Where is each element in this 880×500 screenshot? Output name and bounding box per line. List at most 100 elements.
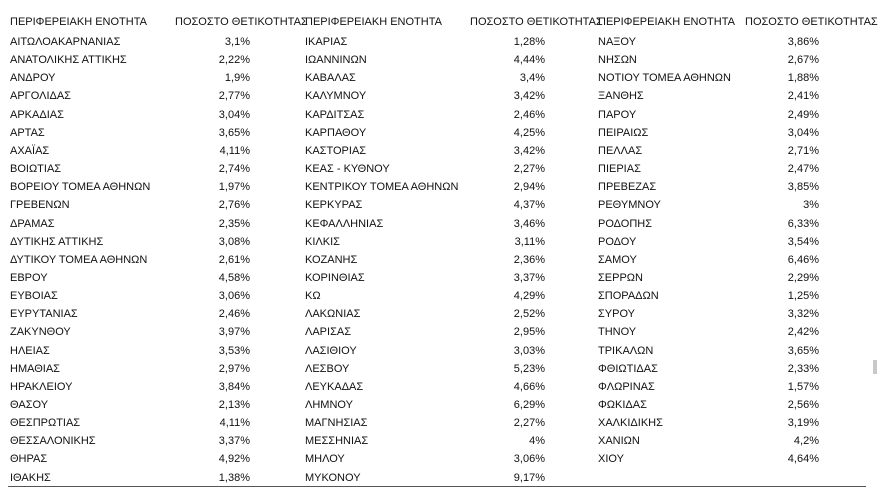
region-name: ΛΑΡΙΣΑΣ [305,326,352,339]
positivity-rate: 4,2% [793,435,819,448]
positivity-rate: 1,97% [218,181,250,194]
header-rate: ΠΟΣΟΣΤΟ ΘΕΤΙΚΟΤΗΤΑΣ [470,16,603,28]
region-name: ΖΑΚΥΝΘΟΥ [10,326,71,339]
positivity-rate: 1,28% [513,36,545,48]
positivity-rate: 2,52% [513,308,545,321]
header-region: ΠΕΡΙΦΕΡΕΙΑΚΗ ΕΝΟΤΗΤΑ [598,16,735,28]
positivity-rate: 2,29% [787,271,819,284]
region-name: ΤΗΝΟΥ [598,326,637,339]
positivity-rate: 3,42% [513,90,545,103]
region-name: ΡΟΔΟΥ [598,235,637,248]
positivity-rate: 4,29% [513,290,545,303]
positivity-rate: 4,11% [219,417,250,430]
region-name: ΣΑΜΟΥ [598,253,637,266]
header-region: ΠΕΡΙΦΕΡΕΙΑΚΗ ΕΝΟΤΗΤΑ [10,16,147,28]
region-name: ΗΡΑΚΛΕΙΟΥ [10,380,73,393]
positivity-rate: 1,9% [224,72,250,85]
positivity-rate: 1,57% [787,380,819,393]
region-name: ΜΑΓΝΗΣΙΑΣ [305,417,368,430]
region-name: ΧΑΛΚΙΔΙΚΗΣ [598,417,663,430]
region-name: ΚΩ [305,290,321,303]
region-name: ΓΡΕΒΕΝΩΝ [10,199,70,212]
region-name: ΣΕΡΡΩΝ [598,271,643,284]
region-name: ΔΥΤΙΚΟΥ ΤΟΜΕΑ ΑΘΗΝΩΝ [10,253,148,266]
region-name: ΣΠΟΡΑΔΩΝ [598,290,659,303]
positivity-rate: 4,92% [218,453,250,466]
region-name: ΛΗΜΝΟΥ [305,399,353,411]
positivity-rate: 2,35% [218,217,250,230]
positivity-rate: 2,47% [787,163,819,176]
positivity-rate: 9,17% [513,471,545,484]
positivity-rate: 2,74% [218,163,250,176]
region-name: ΘΑΣΟΥ [10,399,49,411]
region-name: ΚΑΡΔΙΤΣΑΣ [305,108,365,121]
region-name: ΝΑΞΟΥ [598,36,636,48]
positivity-rate: 2,94% [513,181,545,194]
region-name: ΚΕΑΣ - ΚΥΘΝΟΥ [305,163,390,176]
positivity-rate: 1,88% [787,72,819,85]
region-name: ΛΑΚΩΝΙΑΣ [305,308,361,321]
region-name: ΔΡΑΜΑΣ [10,217,55,230]
header-region: ΠΕΡΙΦΕΡΕΙΑΚΗ ΕΝΟΤΗΤΑ [305,16,442,28]
positivity-rate: 4% [529,435,545,448]
header-rate: ΠΟΣΟΣΤΟ ΘΕΤΙΚΟΤΗΤΑΣ [745,16,878,28]
region-name: ΤΡΙΚΑΛΩΝ [598,344,654,357]
positivity-rate: 3,65% [218,126,250,139]
positivity-rate: 6,29% [513,399,545,411]
region-name: ΛΑΣΙΘΙΟΥ [305,344,357,357]
region-name: ΛΕΣΒΟΥ [305,362,350,375]
region-name: ΞΑΝΘΗΣ [598,90,644,103]
positivity-rate: 3,06% [218,290,250,303]
positivity-rate: 2,95% [513,326,545,339]
positivity-rate: 6,33% [787,217,819,230]
region-name: ΡΕΘΥΜΝΟΥ [598,199,661,212]
region-name: ΡΟΔΟΠΗΣ [598,217,653,230]
positivity-rate: 3,4% [519,72,545,85]
region-name: ΠΑΡΟΥ [598,108,637,121]
region-name: ΜΥΚΟΝΟΥ [305,471,361,484]
region-name: ΣΥΡΟΥ [598,308,636,321]
region-name: ΜΕΣΣΗΝΙΑΣ [305,435,369,448]
positivity-rate: 1,25% [787,290,819,303]
region-name: ΘΗΡΑΣ [10,453,48,466]
region-name: ΑΡΤΑΣ [10,126,45,139]
positivity-rate: 3,37% [513,271,545,284]
region-name: ΑΡΚΑΔΙΑΣ [10,108,64,121]
positivity-rate: 2,27% [513,417,545,430]
positivity-rate: 3,04% [218,108,250,121]
region-name: ΠΕΛΛΑΣ [598,144,643,157]
positivity-rate: 2,46% [218,308,250,321]
positivity-rate: 1,38% [218,471,250,484]
positivity-rate: 2,22% [218,54,250,67]
region-name: ΚΟΡΙΝΘΙΑΣ [305,271,365,284]
positivity-rate: 3,11% [514,235,545,248]
positivity-rate: 2,67% [787,54,819,67]
positivity-rate: 3,84% [218,380,250,393]
positivity-rate: 2,76% [218,199,250,212]
region-name: ΧΑΝΙΩΝ [598,435,640,448]
region-name: ΘΕΣΣΑΛΟΝΙΚΗΣ [10,435,96,448]
positivity-rate: 2,33% [787,362,819,375]
region-name: ΑΝΑΤΟΛΙΚΗΣ ΑΤΤΙΚΗΣ [10,54,127,67]
positivity-rate: 4,66% [513,380,545,393]
positivity-rate: 3,37% [218,435,250,448]
positivity-rate: 3,86% [787,36,819,48]
region-name: ΛΕΥΚΑΔΑΣ [305,380,364,393]
region-name: ΗΛΕΙΑΣ [10,344,50,357]
region-name: ΒΟΙΩΤΙΑΣ [10,163,62,176]
region-name: ΚΟΖΑΝΗΣ [305,253,358,266]
region-name: ΦΩΚΙΔΑΣ [598,399,647,411]
region-name: ΕΒΡΟΥ [10,271,48,284]
positivity-rate: 2,13% [218,399,250,411]
positivity-rate: 4,37% [513,199,545,212]
positivity-rate: 3,04% [787,126,819,139]
positivity-rate: 6,46% [787,253,819,266]
region-name: ΒΟΡΕΙΟΥ ΤΟΜΕΑ ΑΘΗΝΩΝ [10,181,151,194]
positivity-rate: 3,1% [224,36,250,48]
positivity-rate: 2,71% [787,144,819,157]
region-name: ΚΑΡΠΑΘΟΥ [305,126,367,139]
region-name: ΑΙΤΩΛΟΑΚΑΡΝΑΝΙΑΣ [10,36,121,48]
positivity-rate: 3,06% [513,453,545,466]
positivity-rate: 3,65% [787,344,819,357]
